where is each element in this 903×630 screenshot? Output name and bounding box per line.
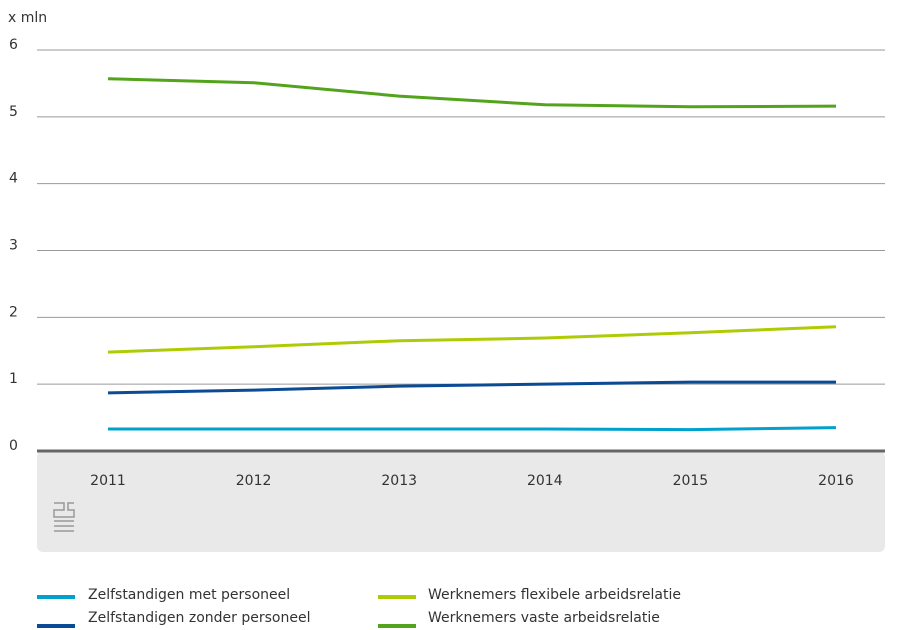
y-axis-label: x mln [8,10,47,26]
y-tick-label: 6 [9,37,18,53]
logo [53,502,75,532]
legend-label: Zelfstandigen met personeel [88,587,290,603]
y-tick-label: 5 [9,104,18,120]
x-tick-label: 2013 [381,473,417,489]
series-line [107,325,837,354]
y-tick-label: 4 [9,171,18,187]
series-line [108,426,837,432]
x-tick-label: 2016 [818,473,854,489]
x-tick-label: 2012 [236,473,272,489]
y-tick-label: 3 [9,238,18,254]
legend-label: Werknemers vaste arbeidsrelatie [428,610,660,626]
y-tick-label: 2 [9,304,18,320]
legend-label: Werknemers flexibele arbeidsrelatie [428,587,681,603]
x-axis-panel [37,451,885,552]
x-tick-label: 2015 [673,473,709,489]
x-tick-label: 2014 [527,473,563,489]
y-tick-label: 0 [9,438,18,454]
series-line [107,77,837,109]
x-tick-label: 2011 [90,473,126,489]
series-line [107,380,836,395]
legend-label: Zelfstandigen zonder personeel [88,610,310,626]
y-tick-label: 1 [9,371,18,387]
